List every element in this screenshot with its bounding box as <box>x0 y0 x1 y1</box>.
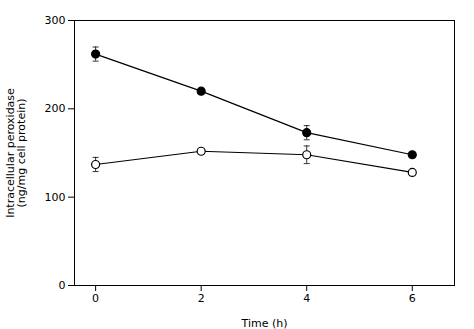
svg-text:6: 6 <box>409 292 416 305</box>
svg-text:200: 200 <box>45 102 66 115</box>
svg-text:0: 0 <box>92 292 99 305</box>
svg-text:Intracellular peroxidase(ng/mg: Intracellular peroxidase(ng/mg cell prot… <box>4 88 28 218</box>
svg-text:2: 2 <box>198 292 205 305</box>
svg-text:100: 100 <box>45 191 66 204</box>
svg-text:300: 300 <box>45 14 66 27</box>
svg-text:0: 0 <box>59 279 66 292</box>
svg-text:Time (h): Time (h) <box>241 317 288 329</box>
svg-text:4: 4 <box>303 292 310 305</box>
